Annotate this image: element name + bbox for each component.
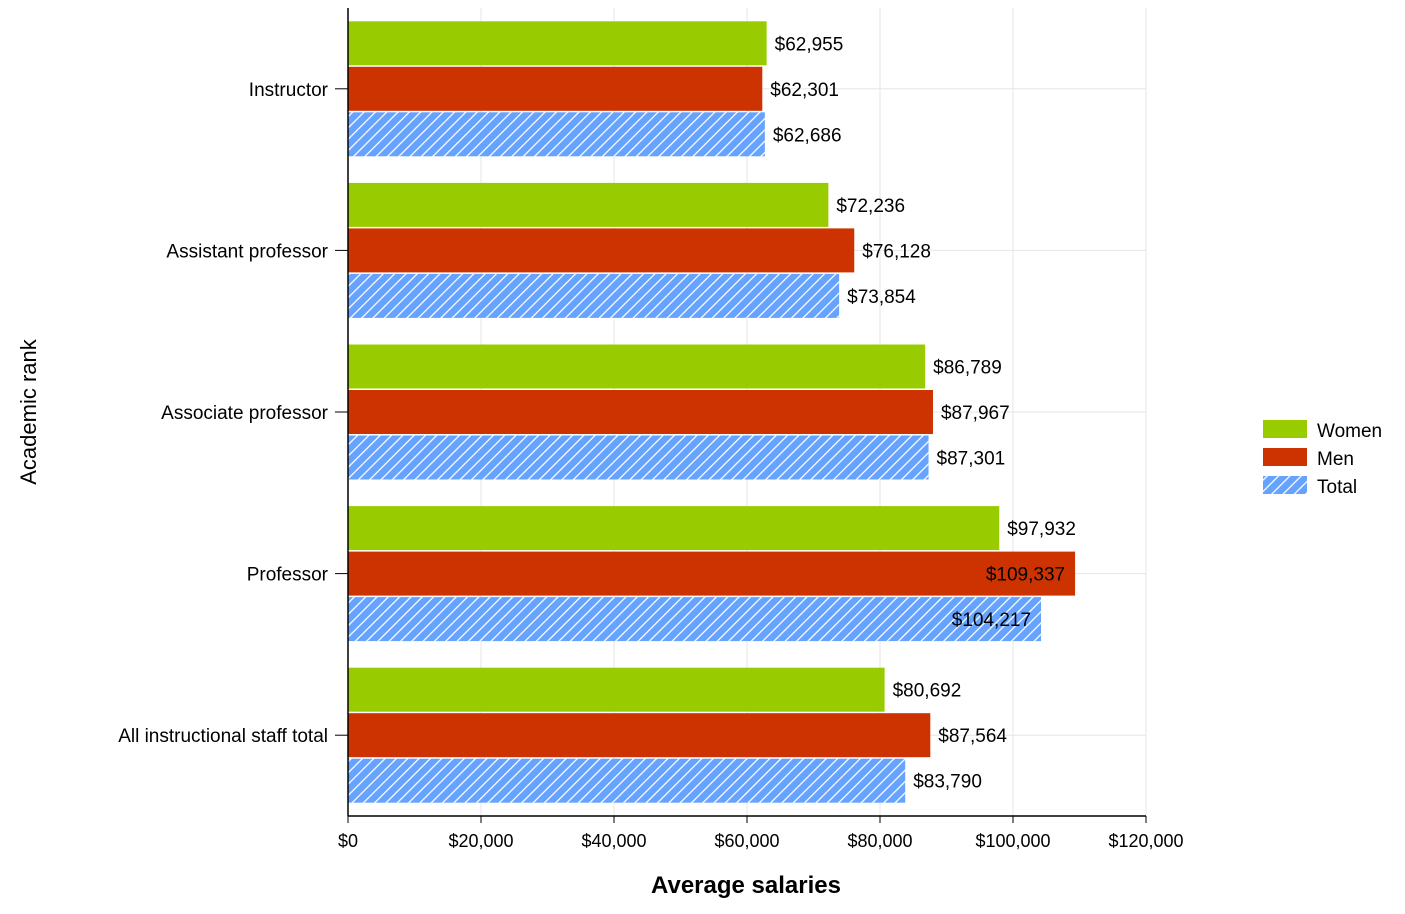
bar-women-associate-professor [348,344,926,389]
x-tick-label: $0 [338,831,358,851]
bar-women-professor [348,506,1000,551]
value-label-men-assistant-professor: $76,128 [862,241,931,262]
value-label-women-all-instructional-staff-total: $80,692 [893,681,962,702]
legend-label-total: Total [1317,477,1357,498]
y-tick-label-all-instructional-staff-total: All instructional staff total [118,726,328,747]
legend: Women Men Total [1263,420,1382,498]
x-tick-label: $20,000 [448,831,513,851]
value-label-men-professor: $109,337 [986,565,1065,586]
bar-total-associate-professor [348,435,929,480]
x-axis-title: Average salaries [651,872,841,899]
value-label-total-all-instructional-staff-total: $83,790 [913,772,982,793]
bar-men-all-instructional-staff-total [348,713,931,758]
bar-total-assistant-professor [348,273,840,318]
bars [348,21,1076,803]
x-tick-label: $100,000 [975,831,1050,851]
y-tick-label-instructor: Instructor [249,80,329,101]
y-tick-label-assistant-professor: Assistant professor [166,241,328,262]
value-label-men-associate-professor: $87,967 [941,403,1010,424]
y-axis-title: Academic rank [16,338,41,485]
bar-total-all-instructional-staff-total [348,758,906,803]
y-tick-label-associate-professor: Associate professor [161,403,329,424]
y-tick-label-professor: Professor [247,565,329,586]
value-label-total-associate-professor: $87,301 [937,449,1006,470]
bar-total-instructor [348,112,765,157]
bar-women-all-instructional-staff-total [348,667,885,712]
value-label-women-associate-professor: $86,789 [933,358,1002,379]
bar-men-instructor [348,66,763,111]
value-label-women-professor: $97,932 [1007,519,1076,540]
x-tick-label: $60,000 [714,831,779,851]
axes: $0 $20,000 $40,000 $60,000 $80,000 $100,000 $1… [118,8,1184,851]
bar-men-professor [348,551,1076,596]
value-labels: $62,955 $62,301 $62,686 $72,236 $76,128 $73,8… [770,34,1076,792]
bar-women-assistant-professor [348,182,829,227]
legend-swatch-women [1263,420,1307,438]
bar-men-assistant-professor [348,228,855,273]
legend-label-men: Men [1317,449,1354,470]
legend-swatch-total [1263,476,1307,494]
value-label-total-instructor: $62,686 [773,125,842,146]
value-label-women-instructor: $62,955 [775,34,844,55]
value-label-men-all-instructional-staff-total: $87,564 [938,726,1007,747]
bar-women-instructor [348,21,767,66]
x-tick-label: $40,000 [581,831,646,851]
bar-men-associate-professor [348,390,933,434]
legend-label-women: Women [1317,421,1382,442]
value-label-women-assistant-professor: $72,236 [836,196,905,217]
x-tick-label: $80,000 [847,831,912,851]
x-tick-label: $120,000 [1108,831,1183,851]
value-label-men-instructor: $62,301 [770,80,839,101]
value-label-total-assistant-professor: $73,854 [847,287,916,308]
value-label-total-professor: $104,217 [952,610,1031,631]
bar-total-professor [348,597,1042,642]
legend-swatch-men [1263,448,1307,466]
